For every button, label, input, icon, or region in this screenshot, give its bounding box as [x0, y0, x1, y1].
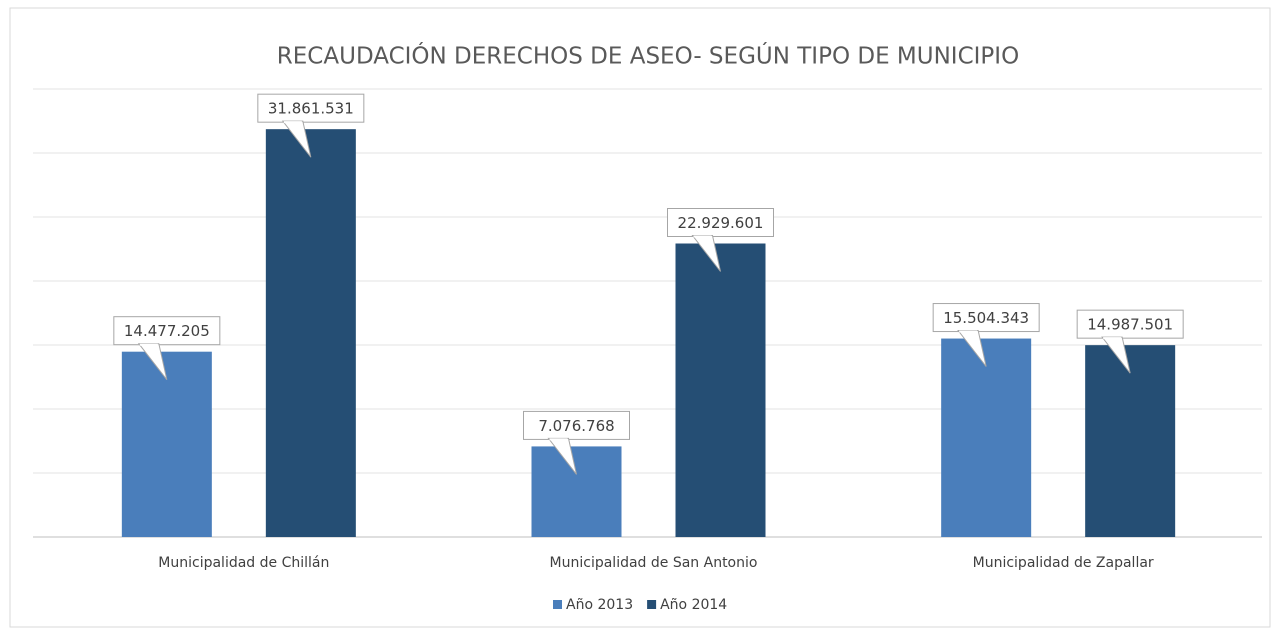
bar	[121, 351, 212, 537]
x-tick-label: Municipalidad de Zapallar	[973, 555, 1154, 571]
data-label: 14.477.205	[124, 322, 210, 340]
data-label: 7.076.768	[538, 417, 614, 435]
chart-title: RECAUDACIÓN DERECHOS DE ASEO- SEGÚN TIPO…	[277, 42, 1019, 70]
data-label-box	[932, 303, 1040, 333]
data-label: 22.929.601	[678, 214, 764, 232]
bar	[675, 243, 766, 538]
data-label-box	[523, 410, 630, 440]
data-label: 14.987.501	[1087, 316, 1173, 334]
legend-label: Año 2014	[660, 597, 727, 613]
data-label-box	[667, 208, 774, 238]
legend-swatch	[647, 600, 657, 609]
bar	[941, 338, 1032, 537]
data-label: 31.861.531	[268, 100, 354, 118]
data-label-box	[257, 93, 365, 123]
data-label-box	[1076, 309, 1184, 339]
data-label-box	[113, 316, 221, 346]
x-tick-label: Municipalidad de Chillán	[158, 555, 329, 571]
legend-label: Año 2013	[566, 597, 633, 613]
bar	[531, 446, 622, 537]
bar	[265, 129, 356, 537]
bar	[1085, 345, 1176, 537]
data-label: 15.504.343	[943, 309, 1029, 327]
legend-swatch	[553, 600, 562, 609]
x-tick-label: Municipalidad de San Antonio	[550, 555, 758, 571]
